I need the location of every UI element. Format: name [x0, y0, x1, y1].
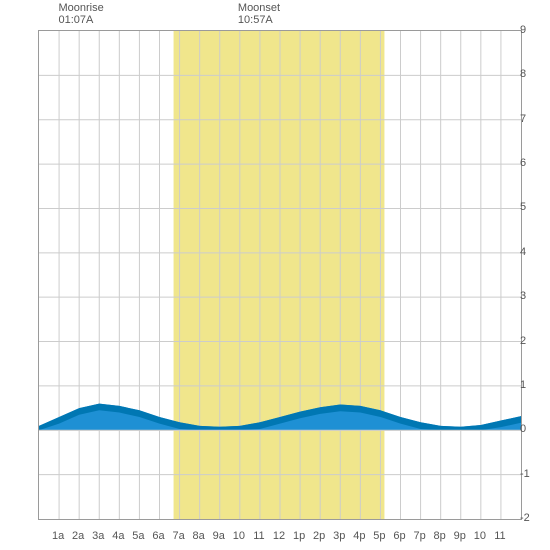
y-tick-label: 8: [520, 68, 540, 80]
x-tick-label: 1p: [293, 530, 305, 542]
plot-area: [38, 30, 522, 520]
x-tick-label: 3p: [333, 530, 345, 542]
chart-svg: [39, 31, 521, 519]
x-tick-label: 7p: [413, 530, 425, 542]
x-tick-label: 2a: [72, 530, 84, 542]
y-tick-label: 3: [520, 290, 540, 302]
y-tick-label: 1: [520, 379, 540, 391]
x-tick-label: 11: [253, 530, 264, 542]
tide-chart: Moonrise 01:07A Moonset 10:57A -2-101234…: [0, 0, 550, 550]
x-tick-label: 8a: [193, 530, 205, 542]
x-tick-label: 9a: [213, 530, 225, 542]
moonrise-time: 01:07A: [58, 14, 103, 26]
y-tick-label: 6: [520, 157, 540, 169]
moonset-title: Moonset: [238, 2, 280, 14]
x-tick-label: 7a: [172, 530, 184, 542]
x-tick-label: 5a: [132, 530, 144, 542]
x-tick-label: 10: [474, 530, 486, 542]
y-tick-label: 4: [520, 246, 540, 258]
x-tick-label: 2p: [313, 530, 325, 542]
y-tick-label: 0: [520, 423, 540, 435]
x-tick-label: 1a: [52, 530, 64, 542]
y-tick-label: -1: [520, 468, 540, 480]
y-tick-label: 2: [520, 335, 540, 347]
x-tick-label: 12: [273, 530, 285, 542]
y-tick-label: 9: [520, 24, 540, 36]
x-tick-label: 10: [233, 530, 245, 542]
header-labels: Moonrise 01:07A Moonset 10:57A: [0, 2, 550, 30]
moonrise-label: Moonrise 01:07A: [58, 2, 103, 26]
x-tick-label: 6p: [393, 530, 405, 542]
moonrise-title: Moonrise: [58, 2, 103, 14]
x-tick-label: 9p: [454, 530, 466, 542]
x-tick-label: 8p: [434, 530, 446, 542]
x-tick-label: 5p: [373, 530, 385, 542]
x-tick-label: 3a: [92, 530, 104, 542]
y-tick-label: 5: [520, 201, 540, 213]
y-tick-label: 7: [520, 113, 540, 125]
x-tick-label: 4a: [112, 530, 124, 542]
x-tick-label: 6a: [152, 530, 164, 542]
x-tick-label: 4p: [353, 530, 365, 542]
y-tick-label: -2: [520, 512, 540, 524]
moonset-label: Moonset 10:57A: [238, 2, 280, 26]
x-tick-label: 11: [494, 530, 505, 542]
moonset-time: 10:57A: [238, 14, 280, 26]
